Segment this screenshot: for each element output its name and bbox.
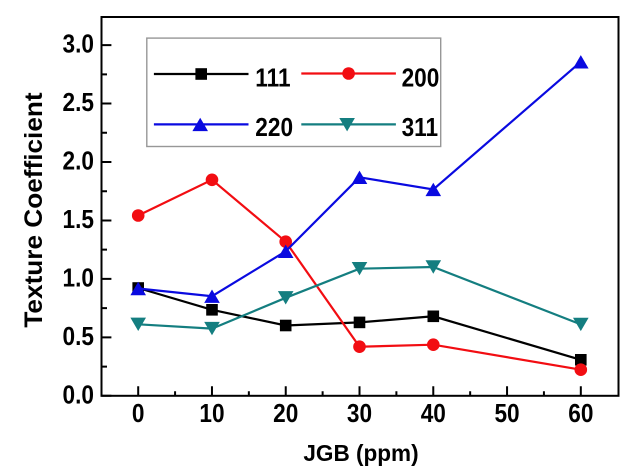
svg-text:0.5: 0.5	[63, 322, 94, 351]
svg-text:0: 0	[132, 399, 145, 428]
svg-text:3.0: 3.0	[63, 30, 94, 59]
svg-text:1.5: 1.5	[63, 206, 94, 235]
svg-text:JGB (ppm): JGB (ppm)	[303, 440, 418, 467]
svg-text:1.0: 1.0	[63, 264, 94, 293]
svg-text:30: 30	[347, 399, 372, 428]
svg-text:200: 200	[402, 64, 440, 93]
svg-text:Texture Coefficient: Texture Coefficient	[20, 92, 47, 328]
svg-text:0.0: 0.0	[63, 381, 94, 410]
svg-text:2.5: 2.5	[63, 89, 94, 118]
svg-text:220: 220	[255, 114, 293, 143]
svg-text:40: 40	[421, 399, 446, 428]
svg-text:2.0: 2.0	[63, 147, 94, 176]
svg-text:60: 60	[568, 399, 593, 428]
svg-text:111: 111	[255, 64, 290, 93]
svg-text:10: 10	[199, 399, 224, 428]
svg-text:50: 50	[494, 399, 519, 428]
svg-text:311: 311	[402, 114, 438, 143]
svg-text:20: 20	[273, 399, 298, 428]
